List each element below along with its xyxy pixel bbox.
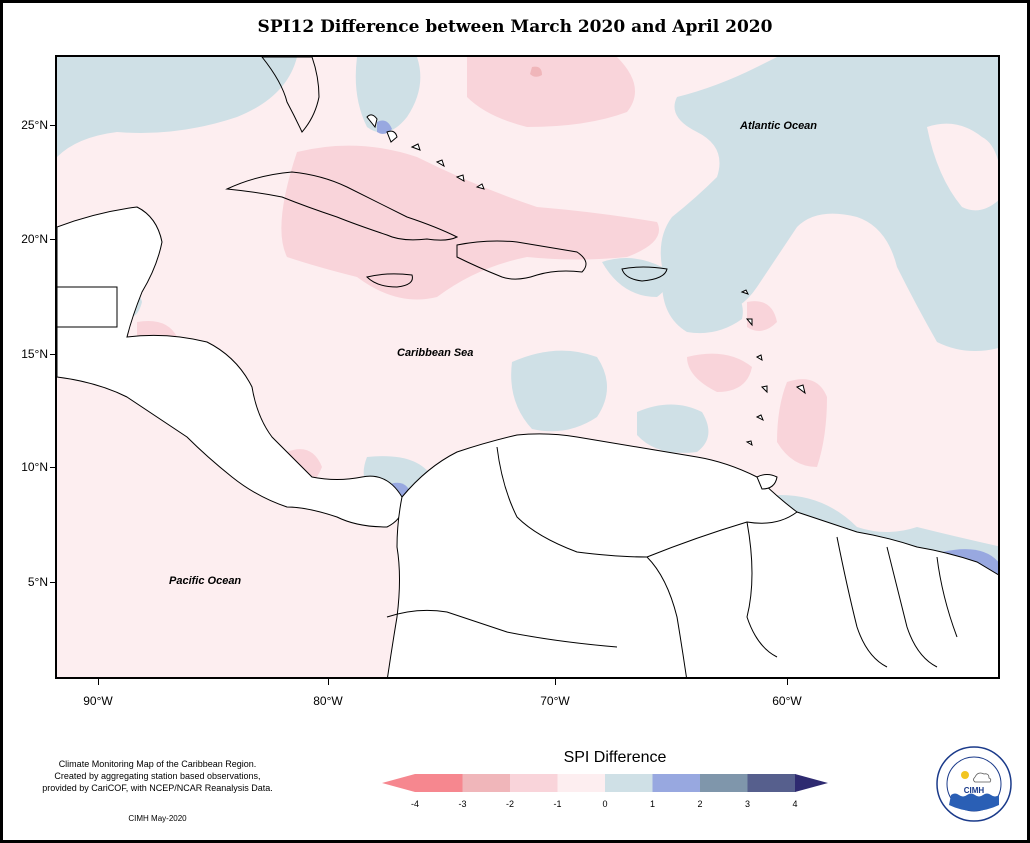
lat-tick <box>50 239 55 240</box>
lat-label-10n: 10°N <box>21 460 48 474</box>
colorbar-tick-label: -1 <box>553 799 562 809</box>
colorbar-segment <box>510 774 558 792</box>
lon-tick <box>328 679 329 685</box>
colorbar <box>382 774 828 792</box>
colorbar-under-arrow <box>382 774 415 792</box>
lat-label-20n: 20°N <box>21 232 48 246</box>
lat-tick <box>50 354 55 355</box>
colorbar-tick-label: 4 <box>792 799 798 809</box>
colorbar-tick-label: 3 <box>744 799 750 809</box>
colorbar-tick-label: 0 <box>602 799 608 809</box>
colorbar-segment <box>700 774 748 792</box>
colorbar-segment <box>415 774 463 792</box>
credits-line-2: Created by aggregating station based obs… <box>54 771 261 781</box>
lat-label-5n: 5°N <box>27 575 48 589</box>
caribbean-sea-label: Caribbean Sea <box>397 347 474 359</box>
map-panel[interactable] <box>55 55 1000 679</box>
lon-tick <box>555 679 556 685</box>
cloud-icon <box>973 772 992 783</box>
colorbar-tick-label: 2 <box>697 799 703 809</box>
lat-tick <box>50 125 55 126</box>
lat-tick <box>50 467 55 468</box>
colorbar-segment <box>652 774 701 792</box>
lat-tick <box>50 582 55 583</box>
sun-icon <box>961 771 969 779</box>
colorbar-segment <box>605 774 653 792</box>
credits-line-3: provided by CariCOF, with NCEP/NCAR Rean… <box>42 783 273 793</box>
land-outlines <box>57 57 998 677</box>
atlantic-ocean-label: Atlantic Ocean <box>740 120 818 132</box>
colorbar-tick-label: -4 <box>410 799 419 809</box>
lon-label-70w: 70°W <box>540 694 570 708</box>
colorbar-tick-label: -2 <box>505 799 514 809</box>
spi-difference-map <box>57 57 998 677</box>
lon-label-80w: 80°W <box>313 694 343 708</box>
legend-title: SPI Difference <box>563 749 667 766</box>
spi-negative-regions <box>57 57 827 488</box>
colorbar-segment <box>747 774 796 792</box>
cimh-logo: CIMH <box>936 746 1012 822</box>
credits-date: CIMH May-2020 <box>128 814 187 823</box>
waves-icon <box>949 793 999 811</box>
colorbar-tick-label: -3 <box>458 799 467 809</box>
credits-line-1: Climate Monitoring Map of the Caribbean … <box>58 759 257 769</box>
lat-label-15n: 15°N <box>21 347 48 361</box>
map-title: SPI12 Difference between March 2020 and … <box>257 17 773 37</box>
pacific-ocean-label: Pacific Ocean <box>169 575 242 587</box>
credits-text: Climate Monitoring Map of the Caribbean … <box>20 758 295 794</box>
lon-label-60w: 60°W <box>772 694 802 708</box>
colorbar-tick-label: 1 <box>649 799 655 809</box>
colorbar-segment <box>462 774 511 792</box>
lon-tick <box>787 679 788 685</box>
logo-text: CIMH <box>964 786 985 795</box>
colorbar-segment <box>557 774 606 792</box>
lon-label-90w: 90°W <box>83 694 113 708</box>
colorbar-over-arrow <box>795 774 828 792</box>
lat-label-25n: 25°N <box>21 118 48 132</box>
lon-tick <box>98 679 99 685</box>
